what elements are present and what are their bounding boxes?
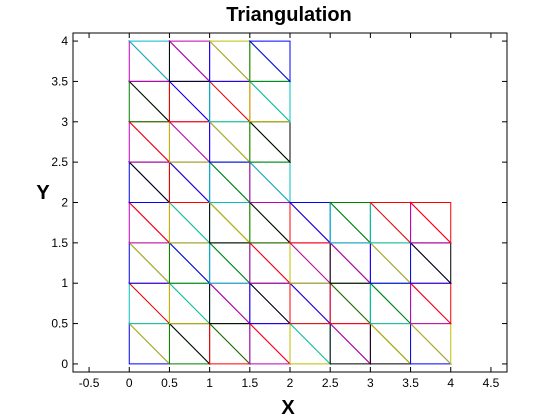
x-axis: -0.5 0 0.5 1 1.5 2 2.5 3 3.5 4 4.5 — [79, 33, 500, 390]
y-tick-label: 2.5 — [51, 155, 68, 169]
x-tick-label: 4 — [447, 376, 454, 390]
y-axis: 0 0.5 1 1.5 2 2.5 3 3.5 4 — [51, 34, 507, 371]
y-tick-label: 2 — [61, 196, 68, 210]
y-tick-label: 3.5 — [51, 74, 68, 88]
y-tick-label: 1.5 — [51, 236, 68, 250]
chart-title: Triangulation — [226, 4, 352, 26]
x-tick-label: 4.5 — [483, 376, 500, 390]
y-tick-label: 0 — [61, 357, 68, 371]
mesh-triangle — [409, 202, 452, 245]
plot-area: -0.5 0 0.5 1 1.5 2 2.5 3 3.5 4 4.5 0 0.5 1 1.5 2 2.5 3 3.… — [51, 32, 508, 390]
triangulation-mesh — [128, 39, 452, 366]
x-tick-label: 0 — [126, 376, 133, 390]
y-tick-label: 1 — [61, 276, 68, 290]
y-tick-label: 3 — [61, 115, 68, 129]
x-tick-label: 1.5 — [241, 376, 258, 390]
x-tick-label: 1 — [206, 376, 213, 390]
x-tick-label: 3.5 — [402, 376, 419, 390]
x-tick-label: -0.5 — [79, 376, 100, 390]
x-tick-label: 2.5 — [322, 376, 339, 390]
x-tick-label: 0.5 — [161, 376, 178, 390]
y-axis-label: Y — [36, 182, 50, 204]
x-axis-label: X — [281, 397, 295, 419]
mesh-triangle — [248, 40, 291, 83]
x-tick-label: 2 — [287, 376, 294, 390]
y-tick-label: 0.5 — [51, 317, 68, 331]
x-tick-label: 3 — [367, 376, 374, 390]
y-tick-label: 4 — [61, 34, 68, 48]
